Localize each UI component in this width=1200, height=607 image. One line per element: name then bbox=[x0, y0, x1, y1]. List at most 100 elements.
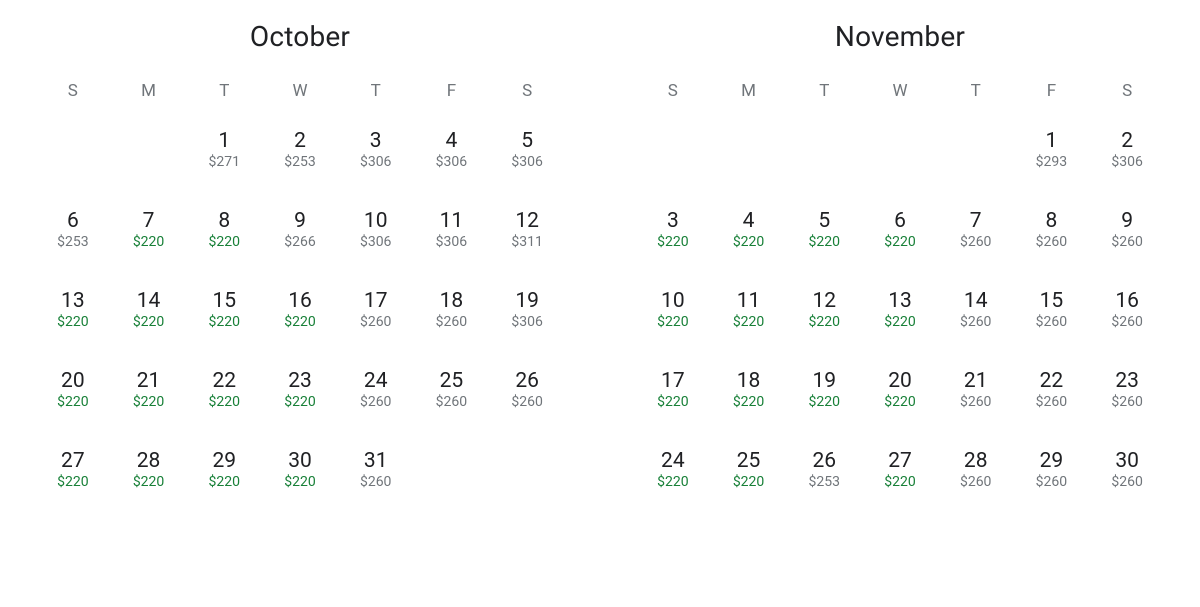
day-number: 23 bbox=[1115, 370, 1139, 393]
day-number: 27 bbox=[61, 450, 85, 473]
day-cell[interactable]: 17$220 bbox=[635, 365, 711, 415]
day-number: 21 bbox=[964, 370, 988, 393]
day-number: 5 bbox=[521, 130, 533, 153]
day-cell[interactable]: 2$306 bbox=[1089, 125, 1165, 175]
day-number: 11 bbox=[440, 210, 464, 233]
day-number: 2 bbox=[1121, 130, 1133, 153]
day-cell[interactable]: 4$306 bbox=[414, 125, 490, 175]
day-cell[interactable]: 16$220 bbox=[262, 285, 338, 335]
day-cell[interactable]: 27$220 bbox=[35, 445, 111, 495]
day-cell[interactable]: 26$260 bbox=[489, 365, 565, 415]
day-cell[interactable]: 21$220 bbox=[111, 365, 187, 415]
day-number: 11 bbox=[737, 290, 761, 313]
day-cell-empty bbox=[862, 125, 938, 175]
day-price: $220 bbox=[733, 395, 764, 410]
day-cell[interactable]: 10$306 bbox=[338, 205, 414, 255]
day-cell[interactable]: 11$306 bbox=[414, 205, 490, 255]
day-cell[interactable]: 23$220 bbox=[262, 365, 338, 415]
day-cell[interactable]: 5$306 bbox=[489, 125, 565, 175]
day-number: 30 bbox=[288, 450, 312, 473]
day-number: 12 bbox=[812, 290, 836, 313]
day-cell[interactable]: 20$220 bbox=[862, 365, 938, 415]
day-number: 29 bbox=[1040, 450, 1064, 473]
day-number: 31 bbox=[364, 450, 388, 473]
day-cell[interactable]: 24$220 bbox=[635, 445, 711, 495]
weekday-label: S bbox=[489, 81, 565, 101]
weekday-label: T bbox=[938, 81, 1014, 101]
day-cell[interactable]: 7$260 bbox=[938, 205, 1014, 255]
day-price: $260 bbox=[436, 395, 467, 410]
day-number: 24 bbox=[364, 370, 388, 393]
day-cell[interactable]: 18$220 bbox=[711, 365, 787, 415]
day-cell[interactable]: 14$260 bbox=[938, 285, 1014, 335]
day-cell[interactable]: 22$220 bbox=[186, 365, 262, 415]
day-cell[interactable]: 28$260 bbox=[938, 445, 1014, 495]
day-cell[interactable]: 28$220 bbox=[111, 445, 187, 495]
day-cell[interactable]: 16$260 bbox=[1089, 285, 1165, 335]
day-cell[interactable]: 9$266 bbox=[262, 205, 338, 255]
day-cell[interactable]: 7$220 bbox=[111, 205, 187, 255]
day-cell[interactable]: 6$253 bbox=[35, 205, 111, 255]
day-number: 7 bbox=[970, 210, 982, 233]
day-cell[interactable]: 30$220 bbox=[262, 445, 338, 495]
day-number: 12 bbox=[515, 210, 539, 233]
day-number: 28 bbox=[137, 450, 161, 473]
day-cell[interactable]: 10$220 bbox=[635, 285, 711, 335]
day-cell[interactable]: 11$220 bbox=[711, 285, 787, 335]
day-price: $220 bbox=[209, 315, 240, 330]
day-cell[interactable]: 24$260 bbox=[338, 365, 414, 415]
day-cell[interactable]: 18$260 bbox=[414, 285, 490, 335]
day-cell[interactable]: 12$311 bbox=[489, 205, 565, 255]
day-cell[interactable]: 14 $220 bbox=[111, 285, 187, 335]
day-cell[interactable]: 20$220 bbox=[35, 365, 111, 415]
day-cell[interactable]: 26$253 bbox=[786, 445, 862, 495]
day-price: $220 bbox=[57, 395, 88, 410]
day-cell-empty bbox=[786, 125, 862, 175]
day-cell[interactable]: 29$220 bbox=[186, 445, 262, 495]
day-cell[interactable]: 3$306 bbox=[338, 125, 414, 175]
day-cell[interactable]: 19$220 bbox=[786, 365, 862, 415]
weekday-label: M bbox=[111, 81, 187, 101]
day-cell[interactable]: 21$260 bbox=[938, 365, 1014, 415]
day-price: $220 bbox=[657, 475, 688, 490]
day-cell[interactable]: 13$220 bbox=[35, 285, 111, 335]
day-cell[interactable]: 31 $260 bbox=[338, 445, 414, 495]
day-cell[interactable]: 9$260 bbox=[1089, 205, 1165, 255]
day-cell[interactable]: 12$220 bbox=[786, 285, 862, 335]
day-cell[interactable]: 3$220 bbox=[635, 205, 711, 255]
day-cell[interactable]: 1$293 bbox=[1014, 125, 1090, 175]
day-cell[interactable]: 25$220 bbox=[711, 445, 787, 495]
day-cell[interactable]: 29 $260 bbox=[1014, 445, 1090, 495]
day-price: $220 bbox=[133, 235, 164, 250]
day-cell-empty bbox=[938, 125, 1014, 175]
calendar-month: NovemberSMTWTFS1$2932$3063$2204$2205$220… bbox=[635, 20, 1165, 495]
day-price: $220 bbox=[657, 395, 688, 410]
day-cell[interactable]: 8$260 bbox=[1014, 205, 1090, 255]
day-cell[interactable]: 13$220 bbox=[862, 285, 938, 335]
day-cell-empty bbox=[711, 125, 787, 175]
weekday-label: W bbox=[862, 81, 938, 101]
day-number: 14 bbox=[137, 290, 161, 313]
day-price: $260 bbox=[1036, 475, 1067, 490]
day-cell[interactable]: 8$220 bbox=[186, 205, 262, 255]
day-cell[interactable]: 27$220 bbox=[862, 445, 938, 495]
day-cell[interactable]: 25$260 bbox=[414, 365, 490, 415]
day-price: $260 bbox=[360, 475, 391, 490]
day-cell[interactable]: 4$220 bbox=[711, 205, 787, 255]
day-cell[interactable]: 23$260 bbox=[1089, 365, 1165, 415]
day-cell[interactable]: 30$260 bbox=[1089, 445, 1165, 495]
day-price: $306 bbox=[511, 315, 542, 330]
day-price: $220 bbox=[133, 315, 164, 330]
day-number: 15 bbox=[1040, 290, 1064, 313]
day-cell[interactable]: 22$260 bbox=[1014, 365, 1090, 415]
day-cell[interactable]: 15$220 bbox=[186, 285, 262, 335]
day-cell[interactable]: 1$271 bbox=[186, 125, 262, 175]
day-cell[interactable]: 5$220 bbox=[786, 205, 862, 255]
day-cell[interactable]: 17$260 bbox=[338, 285, 414, 335]
day-number: 1 bbox=[1046, 130, 1058, 153]
day-cell[interactable]: 19$306 bbox=[489, 285, 565, 335]
day-cell[interactable]: 15$260 bbox=[1014, 285, 1090, 335]
weekday-label: S bbox=[635, 81, 711, 101]
day-cell[interactable]: 6$220 bbox=[862, 205, 938, 255]
day-cell[interactable]: 2$253 bbox=[262, 125, 338, 175]
